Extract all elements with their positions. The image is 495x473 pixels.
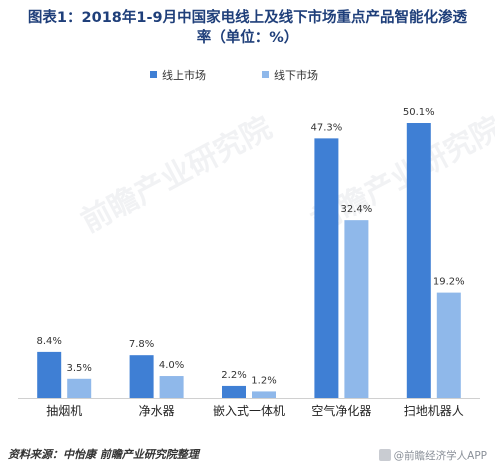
bar: [222, 385, 246, 398]
data-label: 50.1%: [403, 107, 435, 118]
bar: [436, 292, 461, 398]
bar: [344, 220, 369, 398]
x-tick-label: 抽烟机: [46, 404, 82, 418]
data-label: 19.2%: [433, 277, 465, 288]
data-label: 7.8%: [129, 339, 154, 350]
data-label: 4.0%: [159, 360, 184, 371]
brand-text: @前瞻经济学人APP: [393, 450, 487, 462]
bar: [252, 391, 276, 398]
legend-label: 线上市场: [162, 68, 206, 82]
chart-title-line-1: 图表1：2018年1-9月中国家电线上及线下市场重点产品智能化渗透: [27, 10, 468, 26]
data-label: 32.4%: [341, 204, 373, 215]
data-label: 2.2%: [221, 370, 246, 381]
brand-label: @前瞻经济学人APP: [378, 448, 487, 463]
chart-title: 图表1：2018年1-9月中国家电线上及线下市场重点产品智能化渗透 率（单位：%…: [10, 8, 485, 48]
data-label: 3.5%: [66, 363, 91, 374]
source-note: 资料来源：中怡康 前瞻产业研究院整理: [8, 448, 199, 461]
x-tick-label: 扫地机器人: [404, 404, 464, 418]
legend-swatch: [262, 71, 269, 78]
data-label: 8.4%: [36, 336, 61, 347]
bar: [37, 351, 62, 398]
bar: [314, 138, 339, 398]
legend-label: 线下市场: [274, 68, 318, 82]
x-tick-label: 空气净化器: [311, 403, 371, 418]
chart-title-line-2: 率（单位：%）: [196, 30, 299, 46]
bar: [406, 123, 431, 398]
x-tick-label: 净水器: [139, 404, 175, 418]
x-tick-label: 嵌入式一体机: [213, 404, 285, 418]
bar: [159, 376, 184, 398]
bar: [129, 355, 154, 398]
data-label: 1.2%: [251, 375, 276, 386]
legend-swatch: [150, 71, 157, 78]
data-label: 47.3%: [311, 122, 343, 133]
bar: [67, 378, 92, 398]
brand-logo-icon: [378, 449, 391, 461]
